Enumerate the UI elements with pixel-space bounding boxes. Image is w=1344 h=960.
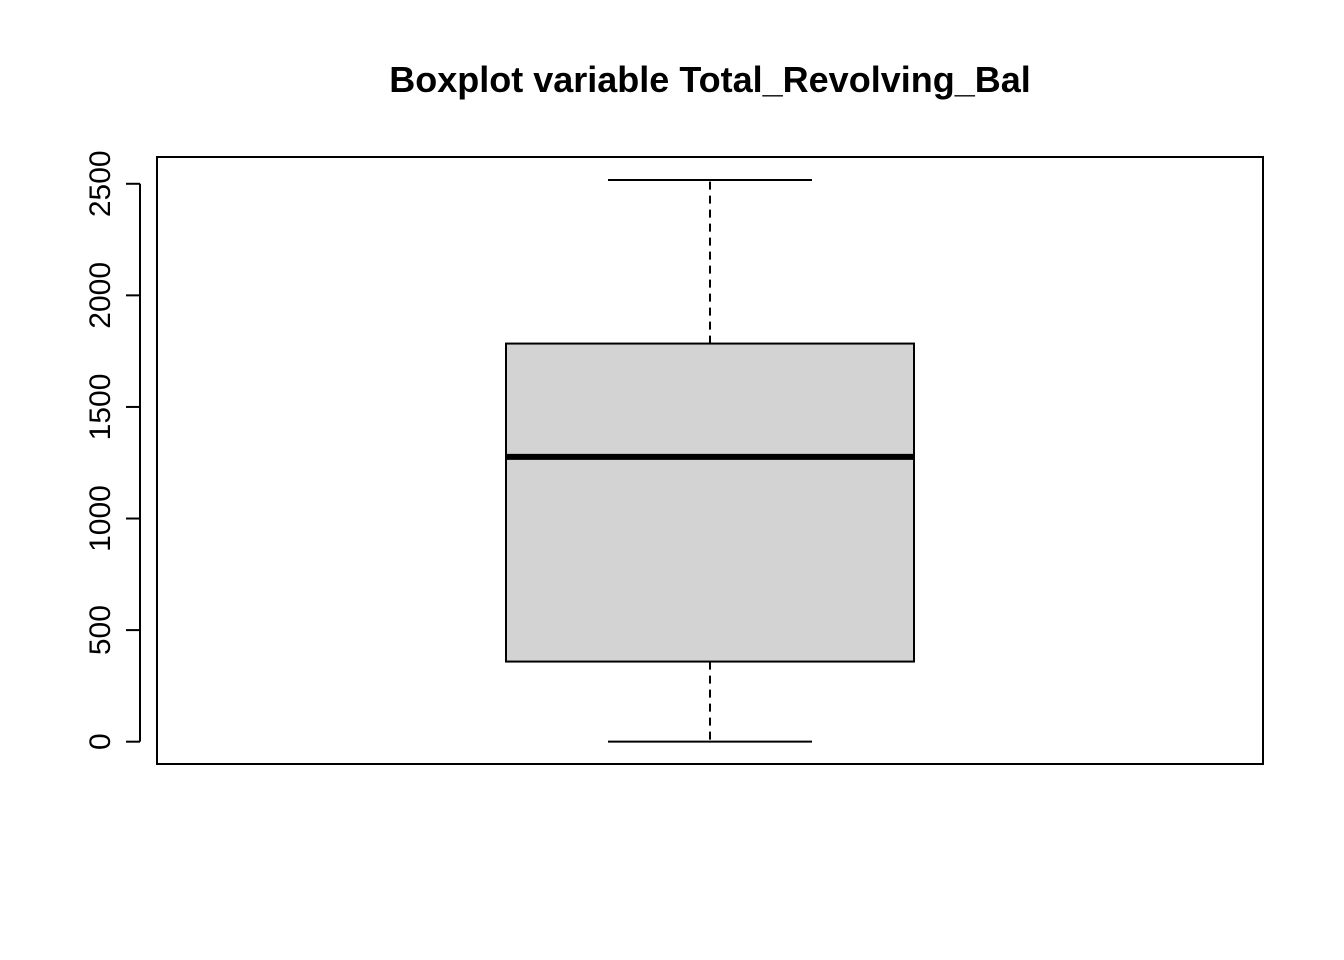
y-tick-label: 1500: [84, 374, 117, 441]
y-tick-label: 2500: [84, 150, 117, 217]
y-tick-label: 0: [84, 733, 117, 750]
y-tick-label: 1000: [84, 485, 117, 552]
y-tick-label: 2000: [84, 262, 117, 329]
iqr-box: [505, 342, 915, 663]
plot-frame: [156, 156, 1264, 765]
chart-title: Boxplot variable Total_Revolving_Bal: [389, 59, 1031, 100]
y-tick-label: 500: [84, 605, 117, 655]
